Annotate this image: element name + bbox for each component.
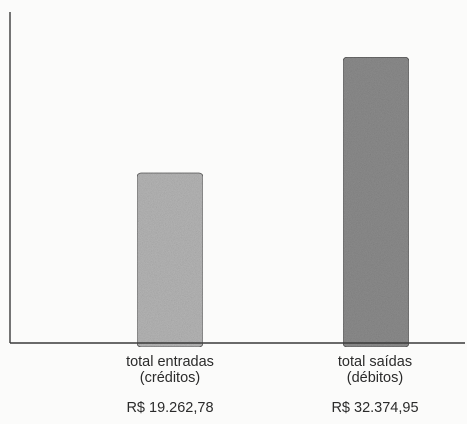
- category-label-line1: total entradas: [126, 354, 214, 370]
- category-label-line2: (débitos): [346, 370, 404, 386]
- data-label-saidas: R$ 32.374,95: [331, 400, 419, 416]
- bar-saidas: [342, 56, 410, 348]
- category-label-line2: (créditos): [139, 370, 201, 386]
- category-label-line1: total saídas: [337, 354, 413, 370]
- bars-layer: [136, 56, 410, 348]
- data-label-entradas: R$ 19.262,78: [126, 400, 214, 416]
- category-label-entradas: total entradas (créditos) R$ 19.262,78: [90, 354, 250, 416]
- category-label-saidas: total saídas (débitos) R$ 32.374,95: [295, 354, 455, 416]
- bar-entradas: [136, 172, 204, 348]
